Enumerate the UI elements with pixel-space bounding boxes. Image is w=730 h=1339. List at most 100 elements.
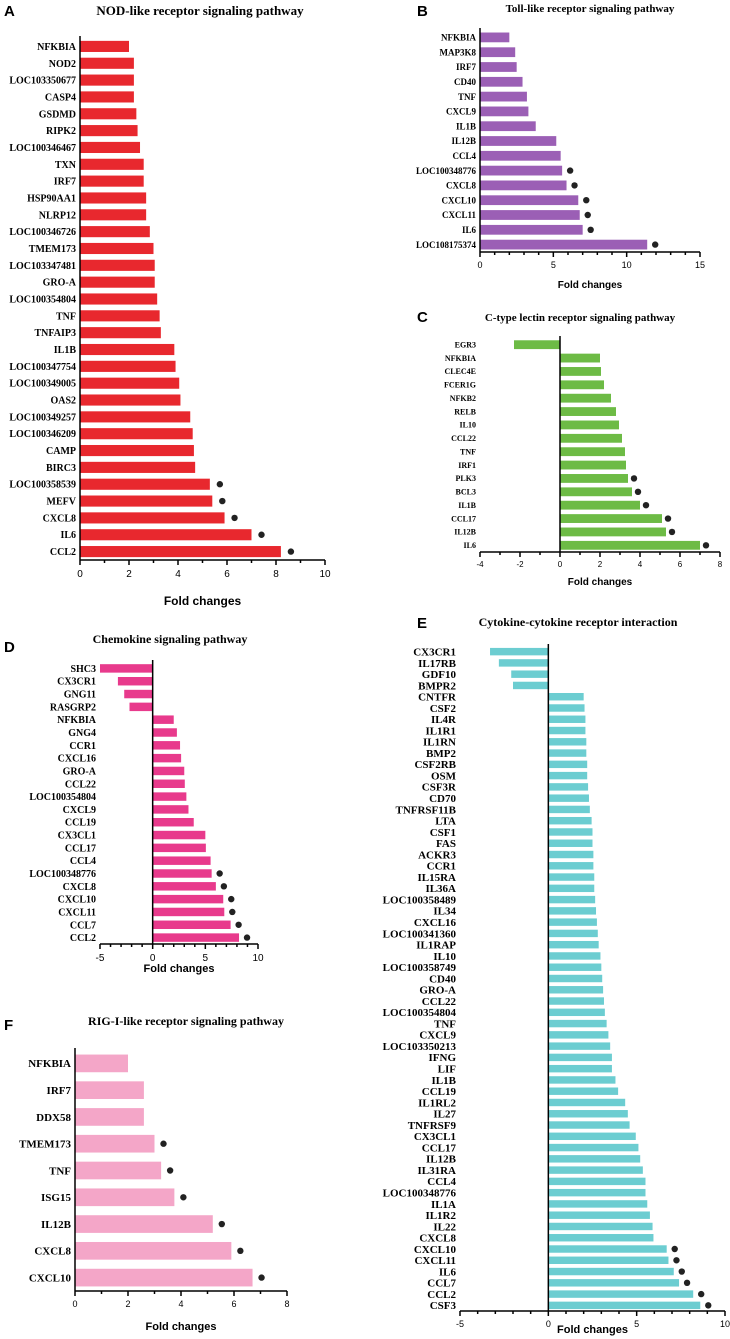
bar-cxcl10 bbox=[480, 195, 579, 206]
significance-dot bbox=[216, 870, 223, 877]
x-tick-label: 0 bbox=[558, 560, 563, 569]
category-label: IL1B bbox=[54, 345, 77, 356]
bar-loc103350677 bbox=[80, 74, 134, 86]
category-label: CXCL8 bbox=[419, 1233, 456, 1245]
category-label: IL6 bbox=[439, 1266, 457, 1278]
x-tick-label: 8 bbox=[284, 1299, 289, 1309]
panel-f: F RIG-I-like receptor signaling pathway NF… bbox=[4, 1014, 290, 1333]
category-label: CX3CR1 bbox=[413, 646, 456, 658]
bar-camp bbox=[80, 444, 194, 457]
category-label: OAS2 bbox=[50, 396, 76, 407]
category-label: CSF2 bbox=[430, 703, 457, 715]
significance-dot bbox=[160, 1140, 167, 1147]
panel-label: F bbox=[4, 1017, 13, 1034]
category-label: SHC3 bbox=[70, 664, 96, 675]
category-label: ISG15 bbox=[41, 1192, 71, 1204]
category-label: RASGRP2 bbox=[50, 702, 96, 713]
category-label: CXCL16 bbox=[414, 917, 457, 929]
bar-cxcl8 bbox=[480, 180, 567, 191]
bar-cntfr bbox=[548, 693, 584, 701]
category-label: CD40 bbox=[454, 77, 476, 87]
category-label: IL1RN bbox=[423, 737, 456, 749]
x-tick-label: 0 bbox=[477, 260, 482, 270]
bar-gro-a bbox=[152, 766, 185, 776]
bar-cd40 bbox=[480, 76, 523, 87]
bar-cxcl16 bbox=[152, 753, 182, 763]
category-label: LOC108175374 bbox=[416, 240, 477, 250]
bar-bcl3 bbox=[560, 487, 632, 497]
category-label: LOC100354804 bbox=[29, 792, 96, 803]
x-tick-label: 8 bbox=[273, 569, 279, 580]
bar-tnf bbox=[75, 1161, 162, 1180]
bar-tmem173 bbox=[75, 1134, 155, 1153]
bar-il1rl2 bbox=[548, 1098, 626, 1107]
x-tick-label: 2 bbox=[598, 560, 603, 569]
bar-ccl2 bbox=[152, 933, 240, 942]
bar-ccl7 bbox=[548, 1279, 680, 1287]
bar-mefv bbox=[80, 495, 213, 507]
significance-dot bbox=[571, 182, 578, 189]
bar-loc100346726 bbox=[80, 226, 150, 238]
x-tick-label: 4 bbox=[178, 1299, 183, 1309]
bar-il1b bbox=[560, 500, 640, 510]
category-label: MEFV bbox=[47, 497, 77, 508]
bar-fcer1g bbox=[560, 380, 604, 390]
significance-dot bbox=[702, 542, 710, 549]
bar-il4r bbox=[548, 715, 586, 723]
category-label: GDF10 bbox=[422, 669, 457, 681]
bar-csf3r bbox=[548, 783, 589, 791]
category-label: CCL17 bbox=[422, 1142, 457, 1154]
bar-loc100354804 bbox=[80, 293, 158, 305]
bar-il22 bbox=[548, 1222, 653, 1231]
bar-lif bbox=[548, 1064, 612, 1073]
bar-gsdmd bbox=[80, 108, 137, 120]
bar-txn bbox=[80, 158, 144, 170]
x-axis-label: Fold changes bbox=[558, 280, 623, 291]
panel-label: E bbox=[417, 615, 427, 632]
category-label: CSF1 bbox=[430, 827, 456, 839]
category-label: CXCL8 bbox=[446, 181, 477, 191]
category-label: CCR1 bbox=[427, 861, 456, 873]
bar-ccl19 bbox=[152, 817, 194, 827]
bar-loc100346209 bbox=[80, 428, 193, 440]
category-label: CCL7 bbox=[70, 920, 96, 931]
category-label: LOC100349257 bbox=[9, 412, 76, 423]
significance-dot bbox=[216, 481, 224, 488]
category-label: NFKB2 bbox=[450, 394, 476, 403]
significance-dot bbox=[235, 921, 242, 928]
bar-hsp90aa1 bbox=[80, 192, 147, 204]
category-label: RELB bbox=[454, 407, 476, 416]
bar-cxcl10 bbox=[152, 894, 224, 904]
category-label: IL17RB bbox=[418, 658, 457, 670]
bar-irf1 bbox=[560, 460, 626, 470]
category-label: CCL7 bbox=[427, 1278, 456, 1290]
chart-title: Cytokine-cytokine receptor interaction bbox=[479, 615, 678, 629]
category-label: CXCL10 bbox=[414, 1244, 457, 1256]
category-label: LOC100348776 bbox=[29, 869, 96, 880]
bar-csf1 bbox=[548, 828, 593, 836]
significance-dot bbox=[705, 1302, 712, 1309]
category-label: IL12B bbox=[426, 1154, 457, 1166]
bar-il15ra bbox=[548, 873, 595, 881]
bar-il31ra bbox=[548, 1166, 643, 1174]
bar-nfkbia bbox=[560, 353, 600, 363]
chart-title: NOD-like receptor signaling pathway bbox=[96, 3, 304, 18]
bar-gng11 bbox=[124, 689, 153, 699]
category-label: LOC100347754 bbox=[9, 362, 76, 373]
category-label: IL12B bbox=[451, 136, 476, 146]
category-label: IL6 bbox=[464, 541, 476, 550]
category-label: IL1B bbox=[432, 1075, 457, 1087]
bar-cxcl8 bbox=[152, 882, 216, 891]
x-tick-label: 6 bbox=[678, 560, 683, 569]
bar-loc103350213 bbox=[548, 1042, 611, 1050]
panel-label: D bbox=[4, 639, 15, 656]
panel-label: A bbox=[4, 3, 15, 20]
bar-birc3 bbox=[80, 461, 196, 473]
category-label: CXCL11 bbox=[442, 210, 477, 220]
category-label: LOC100341360 bbox=[383, 928, 457, 940]
significance-dot bbox=[671, 1245, 678, 1253]
chart-title: Chemokine signaling pathway bbox=[93, 632, 248, 646]
bar-cxcl8 bbox=[75, 1241, 232, 1260]
bar-loc100346467 bbox=[80, 141, 141, 154]
category-label: CXCL8 bbox=[43, 513, 76, 524]
